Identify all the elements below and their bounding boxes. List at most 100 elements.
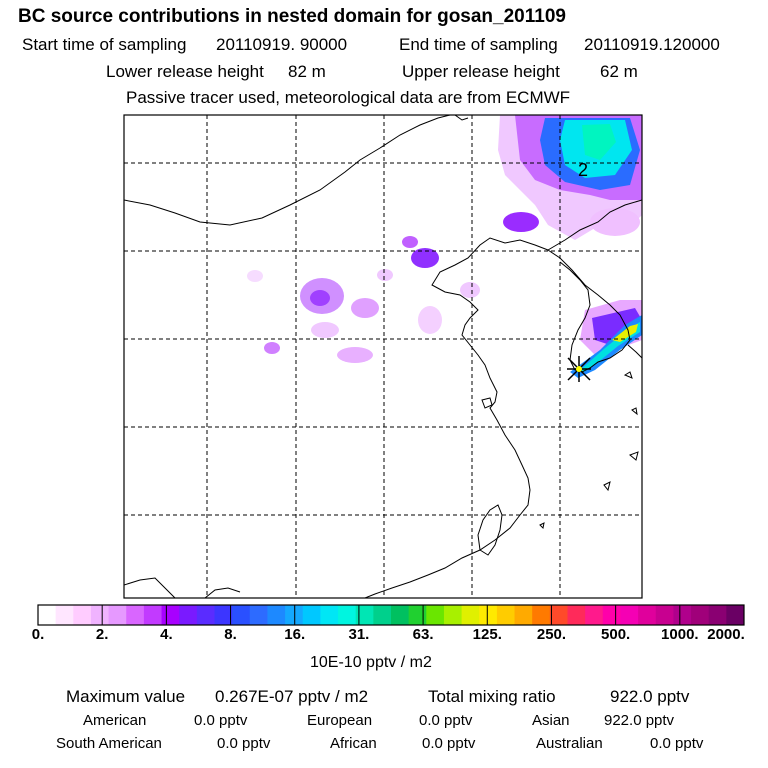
colorbar-cell [461,605,480,625]
coastlines [124,115,642,598]
lower-height-value: 82 m [288,62,326,81]
region-name: European [307,712,373,729]
contour-label: 2 [578,160,588,180]
plume-northeast-peak [582,124,616,160]
colorbar-cell [143,605,163,625]
colorbar-cell [532,605,551,625]
plume-patch-14 [247,270,263,282]
colorbar-cell [496,605,516,625]
colorbar-cell [514,605,533,625]
colorbar-cell [620,605,639,625]
colorbar-cell [108,605,127,625]
map-frame [123,114,643,599]
colorbar-cell [602,605,621,625]
plume-patch-13 [377,269,393,281]
colorbar-cell [320,605,339,625]
colorbar-cell [285,605,304,625]
max-value: 0.267E-07 pptv / m2 [215,687,369,706]
colorbar-cell [161,605,180,625]
plume-patch-2 [590,208,640,236]
total-mixing-label: Total mixing ratio [428,687,556,706]
colorbar-tick-label: 16. [284,626,306,643]
colorbar-cell [708,605,727,625]
lat-lon-grid [124,115,642,598]
colorbar-tick-label: 8. [224,626,237,643]
colorbar-cell [249,605,268,625]
colorbar-cell [338,605,357,625]
end-time-label: End time of sampling [399,35,558,54]
colorbar-cell [232,605,251,625]
plume-patch-7 [351,298,379,318]
colorbar-cell [585,605,604,625]
colorbar-tick-label: 2. [95,626,109,643]
receptor-marker [567,356,591,382]
colorbar-cell [479,605,498,625]
colorbar-tick-label: 31. [348,626,370,643]
colorbar-tick-label: 125. [472,626,502,643]
region-name: Asian [532,712,570,729]
plume-patch-1 [503,212,539,232]
colorbar-cell [391,605,410,625]
end-time-value: 20110919.120000 [584,35,720,54]
colorbar-cell [408,605,427,625]
plume-patch-6 [310,290,330,306]
region-value: 0.0 pptv [194,712,248,729]
tracer-note: Passive tracer used, meteorological data… [126,88,571,107]
region-value: 0.0 pptv [422,735,476,752]
colorbar-cell [426,605,445,625]
colorbar-cell [179,605,198,625]
colorbar-cell [567,605,586,625]
colorbar-cell [302,605,321,625]
colorbar-cell [638,605,657,625]
colorbar-cell [126,605,145,625]
plume-patch-12 [460,282,480,298]
plume-patch-3 [411,248,439,268]
colorbar-cell [355,605,374,625]
colorbar-tick-label: 0. [31,626,45,643]
colorbar-cell [267,605,286,625]
colorbar-cell [726,605,745,625]
plume-patch-11 [418,306,442,334]
total-mixing-value: 922.0 pptv [610,687,690,706]
plume-patch-8 [311,322,339,338]
region-name: Australian [536,735,603,752]
colorbar-cell [214,605,233,625]
plume-korea-peak [612,324,638,342]
region-name: American [83,712,147,729]
plot-title: BC source contributions in nested domain… [18,6,566,27]
colorbar-cell [673,605,692,625]
plume-patch-4 [402,236,418,248]
upper-height-label: Upper release height [402,62,560,81]
colorbar-cell [373,605,392,625]
colorbar-tick-label: 250. [536,626,567,643]
colorbar-unit: 10E-10 pptv / m2 [310,654,432,671]
plume-patch-10 [337,347,373,363]
region-value: 0.0 pptv [217,735,271,752]
colorbar-cell [38,605,57,625]
upper-height-value: 62 m [600,62,638,81]
colorbar-tick-label: 4. [160,626,173,643]
region-value: 0.0 pptv [650,735,704,752]
region-value: 922.0 pptv [604,712,675,729]
colorbar-cell [55,605,74,625]
region-value: 0.0 pptv [419,712,473,729]
colorbar-cell [443,605,463,625]
plume-patch-9 [264,342,280,354]
colorbar-cell [691,605,710,625]
colorbar-cell [549,605,568,625]
colorbar-tick-label: 500. [601,626,631,643]
colorbar-cell [73,605,92,625]
max-value-label: Maximum value [66,687,186,706]
colorbar-cell [655,605,674,625]
start-time-value: 20110919. 90000 [216,35,348,54]
colorbar-tick-label: 1000. [661,626,699,643]
colorbar-tick-label: 63. [412,626,434,643]
colorbar-cell [90,605,110,625]
colorbar-cell [196,605,215,625]
region-name: African [330,735,377,752]
lower-height-label: Lower release height [106,62,264,81]
start-time-label: Start time of sampling [22,35,187,54]
colorbar-tick-label: 2000. [707,626,745,643]
